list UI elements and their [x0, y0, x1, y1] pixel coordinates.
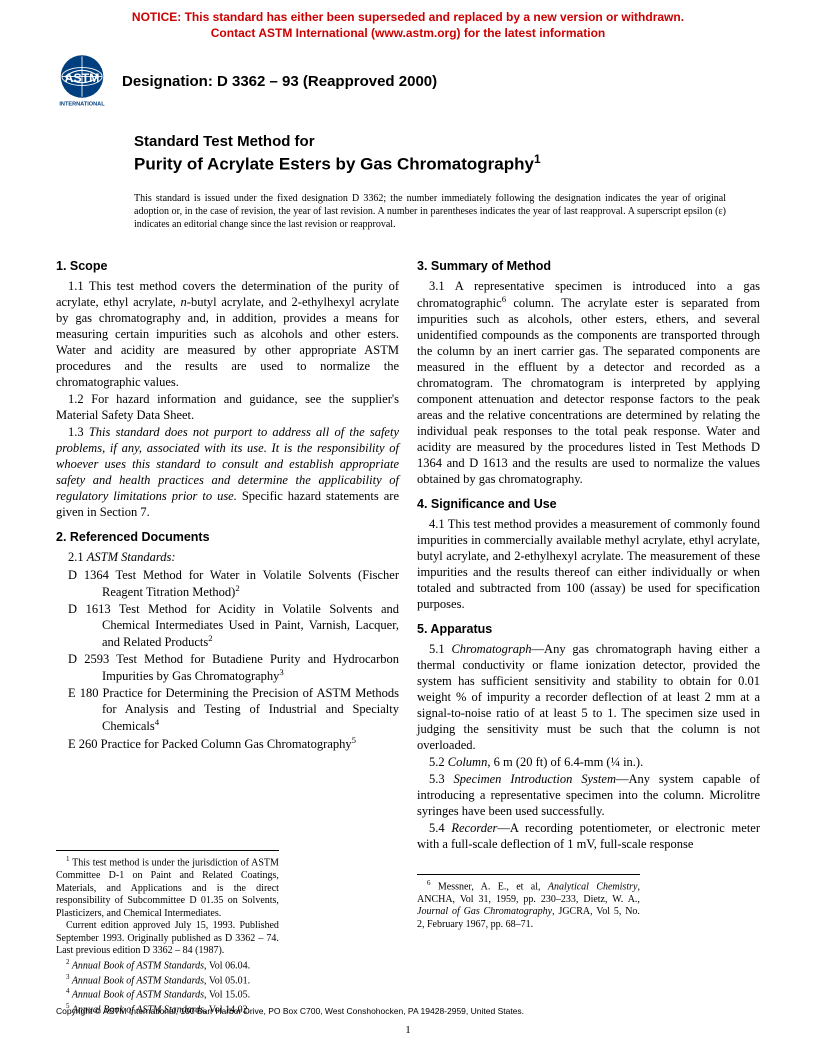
left-footnotes: 1 This test method is under the jurisdic…	[56, 850, 279, 1017]
para-4-1: 4.1 This test method provides a measurem…	[417, 516, 760, 612]
para-3-1: 3.1 A representative specimen is introdu…	[417, 278, 760, 487]
right-column: 3. Summary of Method 3.1 A representativ…	[417, 249, 760, 1017]
ref-d1364: D 1364 Test Method for Water in Volatile…	[56, 567, 399, 600]
notice-line2: Contact ASTM International (www.astm.org…	[211, 26, 605, 40]
para-1-2: 1.2 For hazard information and guidance,…	[56, 391, 399, 423]
ref-d2593: D 2593 Test Method for Butadiene Purity …	[56, 651, 399, 684]
apparatus-head: 5. Apparatus	[417, 621, 760, 637]
para-1-3: 1.3 This standard does not purport to ad…	[56, 424, 399, 520]
summary-head: 3. Summary of Method	[417, 258, 760, 274]
page-number: 1	[0, 1024, 816, 1036]
svg-text:INTERNATIONAL: INTERNATIONAL	[59, 102, 105, 108]
footnote-2: 2 Annual Book of ASTM Standards, Vol 06.…	[56, 958, 279, 973]
title-line2: Purity of Acrylate Esters by Gas Chromat…	[134, 152, 756, 176]
refdocs-head: 2. Referenced Documents	[56, 529, 399, 545]
right-footnotes: 6 Messner, A. E., et al, Analytical Chem…	[417, 874, 640, 931]
para-5-4: 5.4 Recorder—A recording potentiometer, …	[417, 820, 760, 852]
ref-e180: E 180 Practice for Determining the Preci…	[56, 685, 399, 734]
title-block: Standard Test Method for Purity of Acryl…	[0, 113, 816, 182]
footnote-3: 3 Annual Book of ASTM Standards, Vol 05.…	[56, 973, 279, 988]
para-5-2: 5.2 Column, 6 m (20 ft) of 6.4-mm (¼ in.…	[417, 754, 760, 770]
footnote-1b: Current edition approved July 15, 1993. …	[56, 920, 279, 958]
copyright: Copyright © ASTM International, 100 Barr…	[56, 1006, 524, 1016]
notice-banner: NOTICE: This standard has either been su…	[0, 0, 816, 45]
para-5-3: 5.3 Specimen Introduction System—Any sys…	[417, 771, 760, 819]
ref-d1613: D 1613 Test Method for Acidity in Volati…	[56, 601, 399, 650]
notice-line1: NOTICE: This standard has either been su…	[132, 10, 684, 24]
left-column: 1. Scope 1.1 This test method covers the…	[56, 249, 399, 1017]
ref-e260: E 260 Practice for Packed Column Gas Chr…	[56, 735, 399, 752]
body-columns: 1. Scope 1.1 This test method covers the…	[0, 245, 816, 1017]
significance-head: 4. Significance and Use	[417, 496, 760, 512]
astm-logo-icon: ASTM INTERNATIONAL	[54, 53, 110, 109]
para-2-1: 2.1 ASTM Standards:	[56, 549, 399, 565]
svg-text:ASTM: ASTM	[65, 71, 100, 85]
footnote-1: 1 This test method is under the jurisdic…	[56, 855, 279, 920]
para-1-1: 1.1 This test method covers the determin…	[56, 278, 399, 390]
issued-note: This standard is issued under the fixed …	[0, 182, 816, 245]
footnote-4: 4 Annual Book of ASTM Standards, Vol 15.…	[56, 987, 279, 1002]
header: ASTM INTERNATIONAL Designation: D 3362 –…	[0, 45, 816, 113]
designation: Designation: D 3362 – 93 (Reapproved 200…	[122, 73, 437, 90]
para-5-1: 5.1 Chromatograph—Any gas chromatograph …	[417, 641, 760, 753]
footnote-6: 6 Messner, A. E., et al, Analytical Chem…	[417, 879, 640, 931]
scope-head: 1. Scope	[56, 258, 399, 274]
title-line1: Standard Test Method for	[134, 133, 756, 152]
